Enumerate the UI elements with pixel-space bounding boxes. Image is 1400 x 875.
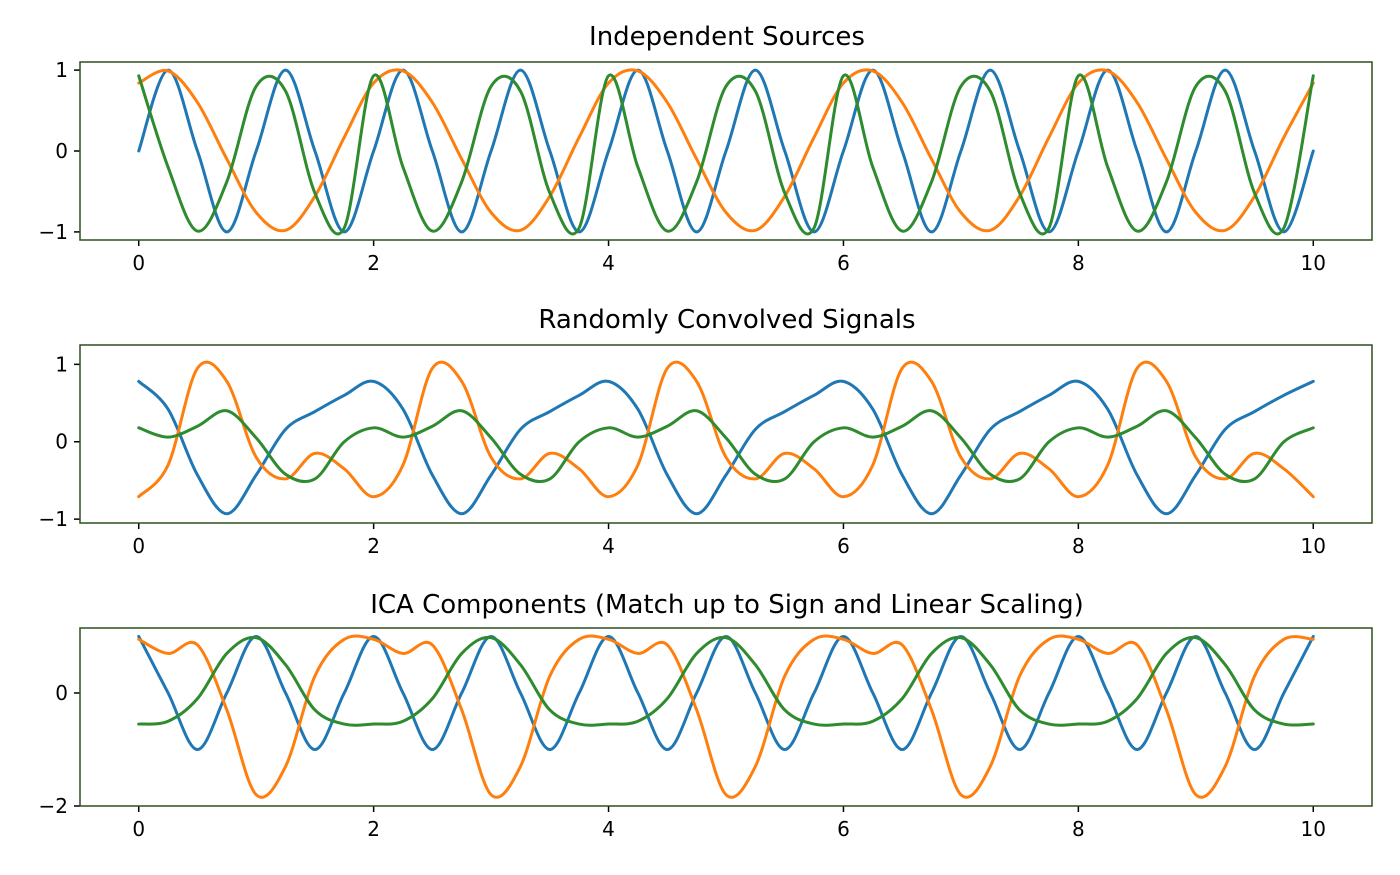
y-tick-label: −1 xyxy=(39,220,68,244)
series-line-1 xyxy=(137,379,1315,516)
x-tick-label: 2 xyxy=(367,251,380,275)
x-tick-label: 0 xyxy=(132,534,145,558)
x-tick-label: 8 xyxy=(1072,251,1085,275)
y-tick-label: −2 xyxy=(39,794,68,818)
x-tick-label: 10 xyxy=(1301,251,1326,275)
x-tick-label: 8 xyxy=(1072,534,1085,558)
plot-frame xyxy=(79,61,1373,241)
series-line-3 xyxy=(137,409,1315,484)
y-tick-label: 0 xyxy=(55,430,68,454)
series-line-2 xyxy=(137,634,1315,799)
x-tick-label: 10 xyxy=(1301,817,1326,841)
y-tick-label: 1 xyxy=(55,58,68,82)
x-tick-label: 6 xyxy=(837,534,850,558)
x-tick-label: 6 xyxy=(837,251,850,275)
x-tick-label: 10 xyxy=(1301,534,1326,558)
series-line-3 xyxy=(137,73,1315,236)
series-line-1 xyxy=(137,68,1315,234)
series-line-2 xyxy=(137,360,1315,499)
series-line-2 xyxy=(137,68,1315,233)
plot-frame xyxy=(79,627,1373,807)
x-tick-label: 8 xyxy=(1072,817,1085,841)
series-line-3 xyxy=(137,635,1315,727)
y-tick-label: 1 xyxy=(55,352,68,376)
x-tick-label: 4 xyxy=(602,534,615,558)
x-tick-label: 4 xyxy=(602,817,615,841)
panel-title: Randomly Convolved Signals xyxy=(538,305,915,335)
y-tick-label: 0 xyxy=(55,681,68,705)
x-tick-label: 2 xyxy=(367,817,380,841)
plot-frame xyxy=(79,344,1373,524)
panel-ica-components: ICA Components (Match up to Sign and Lin… xyxy=(39,590,1373,841)
x-tick-label: 6 xyxy=(837,817,850,841)
x-tick-label: 4 xyxy=(602,251,615,275)
y-tick-label: −1 xyxy=(39,507,68,531)
panel-title: Independent Sources xyxy=(589,22,865,52)
x-tick-label: 0 xyxy=(132,817,145,841)
x-tick-label: 2 xyxy=(367,534,380,558)
panel-title: ICA Components (Match up to Sign and Lin… xyxy=(370,590,1084,620)
x-tick-label: 0 xyxy=(132,251,145,275)
y-tick-label: 0 xyxy=(55,139,68,163)
